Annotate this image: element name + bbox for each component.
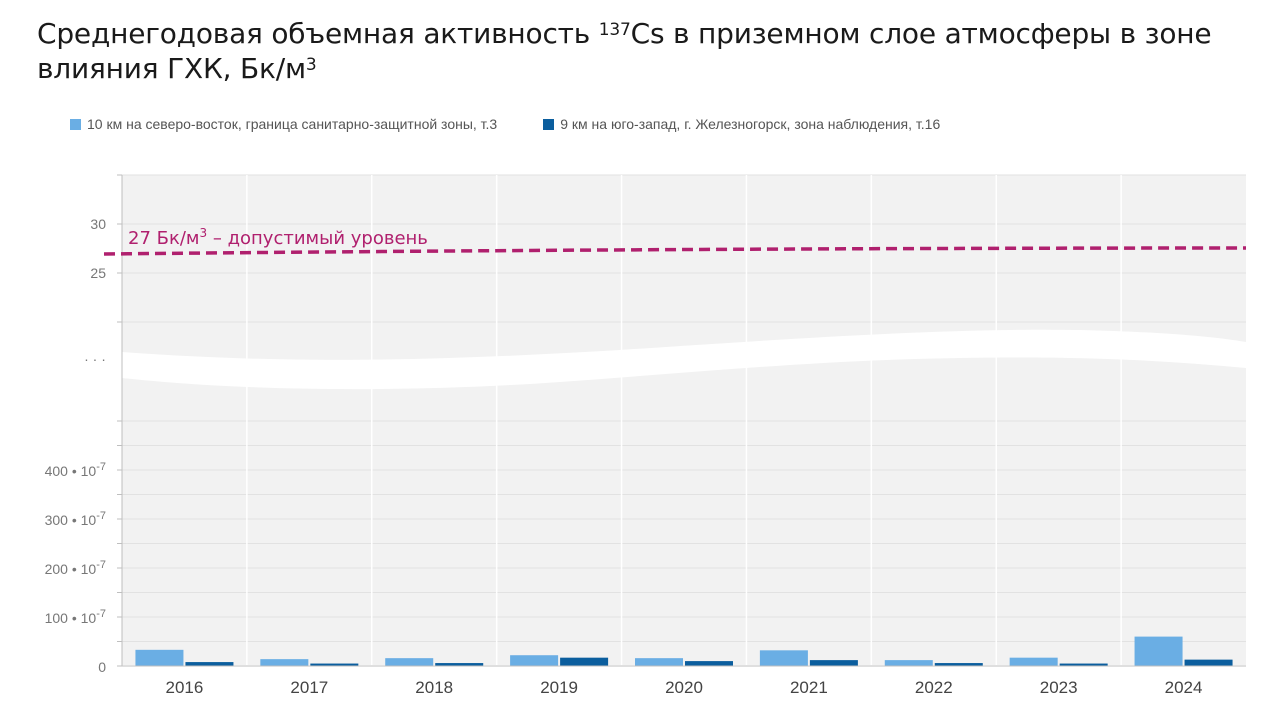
y-tick-label-lower-4: 0 <box>98 659 106 675</box>
bar-2024-series-1 <box>1134 636 1183 666</box>
bar-2024-series-2 <box>1184 659 1233 666</box>
x-tick-labels: 2016 2017 2018 2019 2020 2021 2022 2023 2024 <box>166 678 1203 697</box>
bars <box>135 636 1233 666</box>
bar-2023-series-1 <box>1009 657 1058 666</box>
bar-2017-series-2 <box>310 663 359 666</box>
grid-lines <box>122 174 1246 666</box>
x-tick-label-2017: 2017 <box>290 678 328 697</box>
bar-2021-series-2 <box>809 660 858 666</box>
legend-label-series-2: 9 км на юго-запад, г. Железногорск, зона… <box>560 116 941 132</box>
legend-item-series-2: 9 км на юго-запад, г. Железногорск, зона… <box>543 116 940 132</box>
y-tick-label-upper-0: 30 <box>90 216 106 232</box>
x-tick-label-2024: 2024 <box>1165 678 1203 697</box>
x-tick-label-2021: 2021 <box>790 678 828 697</box>
legend-item-series-1: 10 км на северо-восток, граница санитарн… <box>70 116 497 132</box>
legend-swatch-series-2 <box>543 118 555 130</box>
bar-2018-series-1 <box>385 658 434 666</box>
y-tick-label-lower-3: 100 • 10-7 <box>45 608 106 626</box>
bar-2016-series-2 <box>185 662 234 666</box>
bar-2016-series-1 <box>135 649 184 666</box>
bar-2019-series-2 <box>560 657 609 666</box>
y-tick-labels: 30 25 400 • 10-7 300 • 10-7 200 • 10-7 100 • … <box>45 174 122 675</box>
x-tick-label-2018: 2018 <box>415 678 453 697</box>
legend-swatch-series-1 <box>70 118 81 130</box>
x-tick-label-2023: 2023 <box>1040 678 1078 697</box>
bar-2020-series-2 <box>685 661 733 666</box>
axis-break-marker: · · · <box>84 351 106 367</box>
axis-break <box>122 329 1246 390</box>
y-tick-label-lower-2: 200 • 10-7 <box>45 559 106 577</box>
x-tick-label-2022: 2022 <box>915 678 953 697</box>
bar-2022-series-2 <box>934 663 983 666</box>
y-tick-label-lower-1: 300 • 10-7 <box>45 510 106 528</box>
x-tick-label-2019: 2019 <box>540 678 578 697</box>
bar-2020-series-1 <box>635 658 683 666</box>
x-tick-label-2020: 2020 <box>665 678 703 697</box>
limit-label: 27 Бк/м3 – допустимый уровень <box>128 226 428 249</box>
limit-line <box>103 246 1247 256</box>
plot-background <box>122 175 1246 665</box>
bar-2018-series-2 <box>435 663 484 666</box>
bar-2021-series-1 <box>759 650 808 666</box>
bar-2017-series-1 <box>260 659 309 666</box>
y-tick-label-lower-0: 400 • 10-7 <box>45 461 106 479</box>
bar-2019-series-1 <box>510 655 559 666</box>
bar-2022-series-1 <box>884 660 933 666</box>
x-tick-label-2016: 2016 <box>166 678 204 697</box>
bar-2023-series-2 <box>1059 663 1108 666</box>
legend: 10 км на северо-восток, граница санитарн… <box>70 116 940 132</box>
legend-label-series-1: 10 км на северо-восток, граница санитарн… <box>87 116 498 132</box>
chart-title: Среднегодовая объемная активность 137Cs … <box>37 17 1212 85</box>
y-tick-label-upper-1: 25 <box>90 265 106 281</box>
